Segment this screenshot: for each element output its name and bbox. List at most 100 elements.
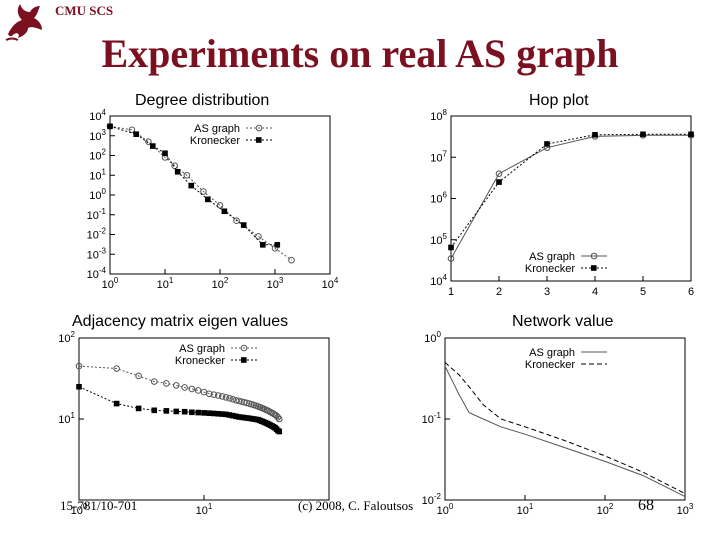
y-tick-label: 10-1 xyxy=(87,207,107,222)
cmu-dragon-logo xyxy=(2,0,46,42)
data-point xyxy=(288,256,295,264)
data-point xyxy=(162,150,168,157)
degree-distribution-chart: 100 101 102 103 104 104 103 102 101 100 10-1 10-2 10… xyxy=(87,108,339,291)
y-tick-label: 108 xyxy=(430,108,447,123)
data-point xyxy=(214,392,222,399)
data-point xyxy=(188,182,195,189)
data-point xyxy=(113,400,120,407)
y-tick-label: 10-3 xyxy=(87,246,107,261)
data-point xyxy=(216,202,224,209)
course-number: 15-781/10-701 xyxy=(60,498,138,513)
data-point xyxy=(274,242,281,248)
data-point xyxy=(173,408,180,415)
data-point xyxy=(113,365,120,372)
x-tick-label: 2 xyxy=(496,286,502,298)
x-tick-label: 100 xyxy=(437,502,454,517)
data-point xyxy=(163,380,170,387)
data-point xyxy=(592,132,598,138)
legend-label: AS graph xyxy=(194,123,240,135)
series-line xyxy=(109,125,292,261)
legend-marker xyxy=(590,252,598,260)
data-point xyxy=(240,222,247,228)
data-point xyxy=(188,385,196,393)
y-tick-label: 102 xyxy=(58,330,75,345)
y-tick-label: 101 xyxy=(89,167,106,182)
legend-label: Kronecker xyxy=(525,359,575,371)
data-point xyxy=(183,171,191,179)
x-tick-label: 5 xyxy=(640,286,646,298)
legend-label: AS graph xyxy=(179,343,225,355)
data-point xyxy=(274,413,282,421)
page-number: 68 xyxy=(638,497,654,514)
legend-label: Kronecker xyxy=(190,135,240,147)
y-tick-label: 103 xyxy=(89,128,106,143)
data-point xyxy=(259,242,266,248)
data-point xyxy=(275,415,283,423)
eigenvalues-title: Adjacency matrix eigen values xyxy=(72,313,289,330)
x-tick-label: 101 xyxy=(196,502,213,517)
data-point xyxy=(447,255,455,262)
hop-plot-title: Hop plot xyxy=(529,92,589,109)
y-tick-label: 104 xyxy=(430,273,447,288)
data-point xyxy=(181,384,188,391)
y-tick-label: 100 xyxy=(89,187,106,202)
data-point xyxy=(226,395,233,402)
x-tick-label: 101 xyxy=(157,276,174,291)
data-point xyxy=(163,408,170,414)
data-point xyxy=(174,168,181,175)
data-point xyxy=(151,407,158,414)
network-value-title: Network value xyxy=(512,313,614,330)
data-point xyxy=(206,410,212,416)
data-point xyxy=(195,409,202,416)
data-point xyxy=(230,412,236,419)
legend-label: Kronecker xyxy=(175,355,225,367)
x-tick-label: 100 xyxy=(102,276,119,291)
data-point xyxy=(223,411,229,418)
data-point xyxy=(210,391,218,398)
x-tick-label: 3 xyxy=(544,286,550,298)
data-point xyxy=(222,394,230,401)
data-point xyxy=(276,428,283,435)
data-point xyxy=(75,362,83,370)
x-tick-label: 4 xyxy=(592,286,598,298)
header-label: CMU SCS xyxy=(55,3,114,18)
y-tick-label: 105 xyxy=(430,232,447,247)
data-point xyxy=(171,162,178,170)
series-line xyxy=(78,386,280,432)
data-point xyxy=(128,126,136,134)
data-point xyxy=(172,382,180,389)
data-point xyxy=(215,410,222,417)
y-tick-label: 102 xyxy=(89,148,106,163)
legend-marker xyxy=(591,265,597,271)
data-point xyxy=(135,405,142,412)
data-point xyxy=(204,196,211,203)
y-tick-label: 100 xyxy=(424,330,441,345)
slide-title: Experiments on real AS graph xyxy=(101,31,619,76)
data-point xyxy=(106,123,114,130)
x-tick-label: 103 xyxy=(677,502,694,517)
data-point xyxy=(218,393,226,400)
data-point xyxy=(211,410,217,417)
data-point xyxy=(107,123,113,130)
series-line xyxy=(109,125,278,246)
legend-marker xyxy=(255,124,263,132)
y-tick-label: 10-2 xyxy=(422,492,442,507)
data-point xyxy=(219,411,226,417)
y-tick-label: 104 xyxy=(89,108,106,123)
legend-marker xyxy=(241,357,247,363)
x-tick-label: 104 xyxy=(322,276,339,291)
degree-distribution-title: Degree distribution xyxy=(135,92,270,109)
data-point xyxy=(205,390,213,398)
data-point xyxy=(688,131,694,138)
x-tick-label: 1 xyxy=(448,286,454,298)
legend-label: Kronecker xyxy=(525,263,575,275)
data-point xyxy=(149,143,156,149)
data-point xyxy=(201,410,207,416)
data-point xyxy=(255,233,262,240)
data-point xyxy=(448,244,454,251)
data-point xyxy=(200,188,207,195)
data-point xyxy=(194,387,202,394)
